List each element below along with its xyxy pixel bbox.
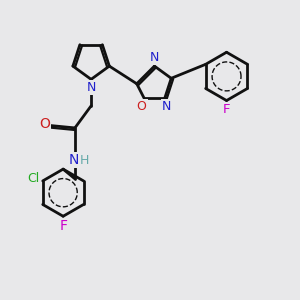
Text: F: F — [223, 103, 230, 116]
Text: O: O — [137, 100, 147, 113]
Text: N: N — [86, 81, 96, 94]
Text: N: N — [162, 100, 171, 113]
Text: N: N — [150, 51, 159, 64]
Text: H: H — [80, 154, 89, 167]
Text: Cl: Cl — [27, 172, 39, 185]
Text: O: O — [39, 117, 50, 131]
Text: N: N — [69, 153, 79, 167]
Text: F: F — [59, 219, 67, 233]
